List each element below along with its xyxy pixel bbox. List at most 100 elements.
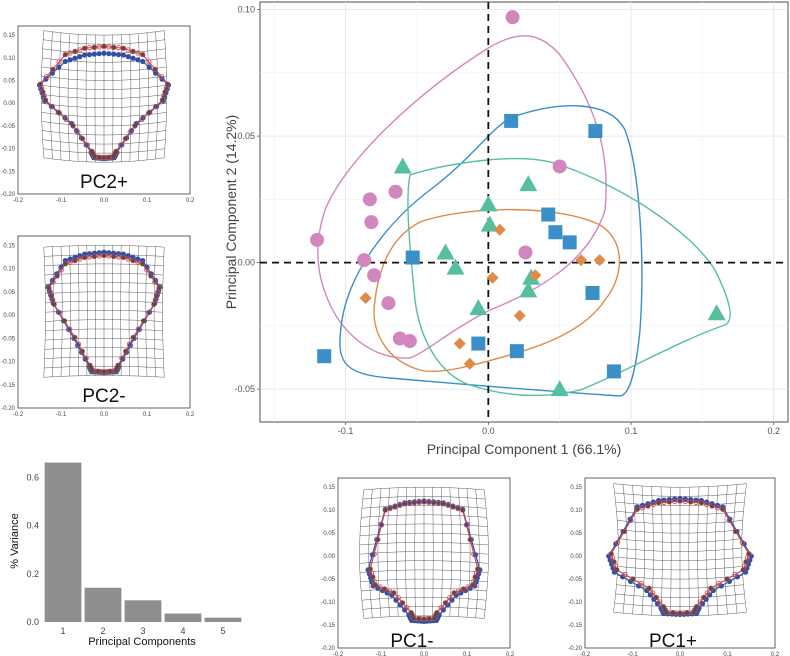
landmark-mean [734,574,741,580]
landmark-deformed [101,43,107,50]
shape-x-tick-label: 0.1 [723,652,732,656]
landmark-point [123,136,128,141]
landmark-mean [120,52,126,58]
landmark-deformed [118,142,124,148]
shape-x-tick-label: -0.1 [627,652,638,656]
landmark-deformed [608,551,614,557]
grid-line [43,30,165,36]
grid-line [43,245,165,248]
landmark-point [148,273,153,278]
shape-y-tick-label: 0.10 [570,508,582,514]
landmark-point [427,616,432,621]
triangle-point [550,380,569,397]
square-point [562,235,577,250]
bar-y-ticks: 0.6 0.4 0.2 0.0 [26,472,39,627]
circle-point [505,10,520,25]
landmark-mean [56,64,62,70]
shape-outlines [36,43,172,162]
shape-y-tick-label: 0.15 [3,243,15,249]
landmark-point [667,499,672,504]
shape-y-tick-label: 0.00 [3,101,15,107]
landmark-deformed [391,590,397,596]
scatter-panel [259,1,789,423]
landmark-deformed [621,528,627,535]
shape-y-tick-label: -0.15 [568,623,582,629]
grid-line [617,520,743,525]
landmark-deformed [107,368,113,374]
landmark-deformed [375,536,381,543]
landmark-point [131,258,136,263]
landmark-deformed [127,129,133,135]
square-point [504,113,519,128]
square-point [606,364,621,379]
y-tick-label: 0.05 [237,131,255,141]
landmark-deformed [411,500,417,506]
landmark-deformed [56,309,62,316]
landmark-point [460,508,465,513]
circle-point [367,268,382,283]
landmark-deformed [682,498,688,505]
landmark-deformed [469,582,476,588]
shape-y-tick-label: -0.05 [321,577,335,583]
landmark-mean [718,583,724,589]
landmark-deformed [416,499,422,506]
landmark-deformed [140,261,146,267]
landmark-deformed [460,507,466,513]
landmark-deformed [438,605,444,611]
variance-bar [44,462,82,622]
scatter-x-ticks: -0.1 0.0 0.1 0.2 [338,422,780,436]
shape-y-tick-label: 0.05 [323,531,335,537]
landmark-deformed [622,571,628,578]
landmark-point [72,335,77,340]
landmark-deformed [77,256,83,262]
landmark-deformed [111,253,117,260]
landmark-deformed [401,501,408,507]
shape-y-tick-label: -0.15 [321,623,335,629]
landmark-deformed [101,252,107,259]
landmark-point [121,255,126,260]
shape-x-tick-label: -0.2 [13,412,24,418]
grid-line [41,84,167,90]
landmark-point [157,286,162,291]
landmark-deformed [666,499,672,505]
grid-line [42,57,166,63]
landmark-deformed [460,586,466,592]
landmark-point [470,583,475,588]
bar-x-axis-label: Principal Components [88,636,196,648]
diamond-point [463,357,476,370]
landmark-deformed [139,116,145,123]
landmark-point [611,559,616,564]
grid-line [359,560,489,564]
grid-line [359,542,489,546]
landmark-point [50,67,55,72]
bar-x-tick-label: 3 [140,626,145,636]
landmark-deformed [96,44,102,50]
landmark-point [141,318,146,323]
shape-y-tick-label: -0.15 [1,383,15,389]
grid-line [615,593,745,598]
landmark-point [46,286,51,291]
landmark-deformed [72,334,78,340]
diamond-point [493,223,506,236]
landmark-deformed [467,536,473,543]
landmark-point [741,567,746,572]
pca-scatter-plot: -0.1 0.0 0.1 0.2 0.10 0.05 0.00 -0.05 Principa… [223,1,789,457]
landmark-deformed [463,522,470,528]
circle-point [357,253,372,268]
landmark-point [635,507,640,512]
landmark-deformed [688,499,694,505]
square-point [585,285,600,300]
triangle-point [707,304,726,321]
square-point [541,207,556,222]
landmark-point [92,254,97,259]
shape-outlines [606,496,754,618]
landmark-deformed [62,261,68,267]
grid-line [45,300,163,304]
landmark-point [370,575,375,580]
shape-y-tick-label: -0.05 [568,577,582,583]
diamond-point [453,337,466,350]
landmark-deformed [91,253,97,260]
grid-line [618,556,742,561]
landmark-deformed [56,110,62,116]
landmark-deformed [716,581,722,587]
